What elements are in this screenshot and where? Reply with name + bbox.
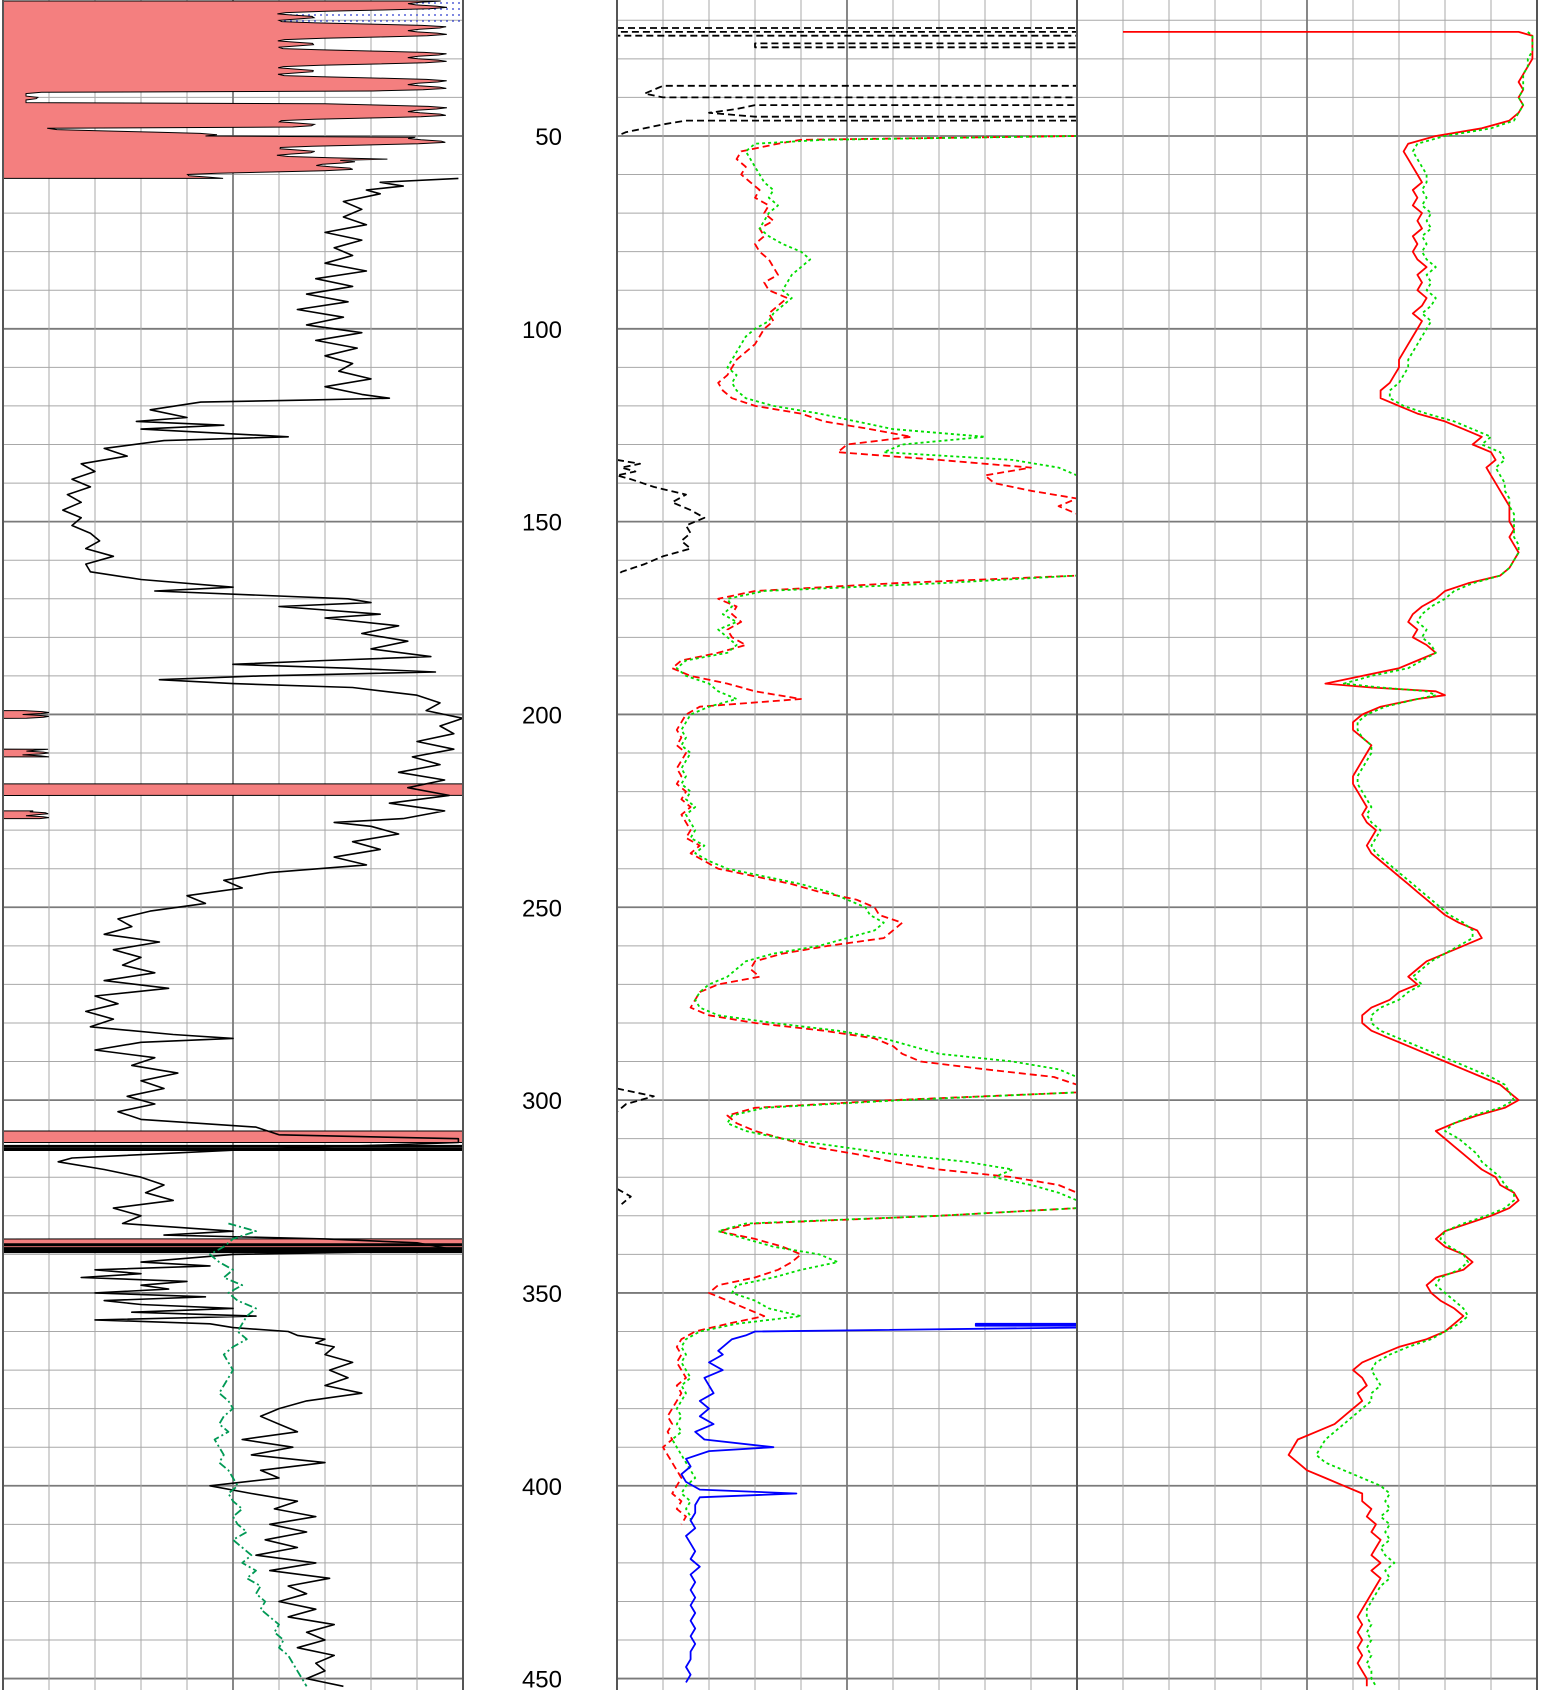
sand-fill-interval xyxy=(3,1130,463,1144)
depth-tick-label: 400 xyxy=(522,1474,562,1501)
teal-dashdot-curve xyxy=(209,1222,308,1687)
black-dashed-curve xyxy=(617,1087,655,1113)
blue-solid-curve xyxy=(680,1322,1077,1683)
depth-tick-label: 350 xyxy=(522,1281,562,1308)
track-1 xyxy=(57,177,463,1688)
black-dashed-curve xyxy=(617,27,1077,137)
depth-tick-label: 150 xyxy=(522,510,562,537)
curves xyxy=(57,27,1534,1688)
dotted-band xyxy=(3,1240,463,1244)
track-2 xyxy=(617,27,1077,1683)
sand-fill-interval xyxy=(3,710,50,719)
depth-tick-label: 200 xyxy=(522,702,562,729)
red-solid-curve xyxy=(1123,31,1534,1687)
sand-fill-interval xyxy=(3,748,50,758)
depth-tick-label: 50 xyxy=(535,124,562,151)
depth-tick-label: 100 xyxy=(522,317,562,344)
green-dotted-curve xyxy=(671,135,1077,1525)
depth-tick-label: 300 xyxy=(522,1088,562,1115)
sand-fill-interval xyxy=(3,810,49,820)
green-dotted-curve xyxy=(1315,31,1534,1687)
depth-tick-label: 450 xyxy=(522,1667,562,1690)
black-dashed-curve xyxy=(617,1188,632,1205)
sand-fill-interval xyxy=(3,783,463,796)
black-solid-curve xyxy=(57,177,463,1688)
depth-tick-label: 250 xyxy=(522,895,562,922)
black-dashed-curve xyxy=(617,459,706,577)
sand-fill-interval xyxy=(3,0,448,179)
track-3 xyxy=(1123,31,1534,1687)
grid xyxy=(3,0,1537,1690)
depth-labels: 50 100 150 200 250 300 350 400 450 xyxy=(522,124,562,1690)
